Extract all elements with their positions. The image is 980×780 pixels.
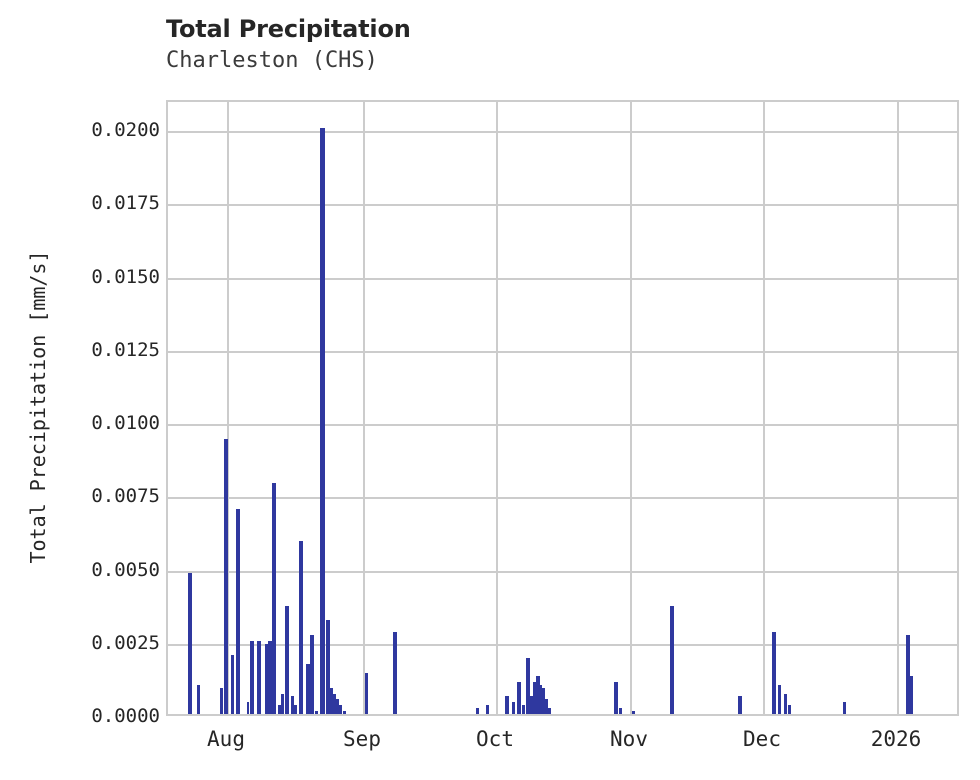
bar bbox=[548, 708, 551, 714]
bar bbox=[330, 687, 333, 714]
bar bbox=[285, 605, 289, 714]
bar-series bbox=[168, 102, 957, 714]
plot-area bbox=[166, 100, 959, 716]
gridline-horizontal bbox=[168, 131, 957, 133]
y-tick-label: 0.0175 bbox=[91, 192, 160, 215]
bar bbox=[393, 631, 397, 714]
y-tick-label: 0.0125 bbox=[91, 338, 160, 361]
bar bbox=[291, 696, 294, 714]
gridline-horizontal bbox=[168, 277, 957, 280]
bar bbox=[257, 640, 261, 714]
bar bbox=[906, 634, 910, 714]
bar bbox=[326, 620, 330, 714]
gridline-vertical bbox=[227, 102, 229, 714]
bar bbox=[778, 684, 781, 714]
gridline-vertical bbox=[363, 102, 365, 714]
bar bbox=[536, 675, 540, 714]
bar bbox=[294, 705, 297, 714]
bar bbox=[236, 508, 240, 714]
bar bbox=[784, 693, 787, 714]
bar bbox=[545, 699, 548, 714]
bar bbox=[247, 702, 249, 714]
bar bbox=[250, 640, 254, 714]
y-tick-label: 0.0000 bbox=[91, 705, 160, 727]
bar bbox=[231, 655, 234, 714]
y-tick-label: 0.0075 bbox=[91, 485, 160, 508]
bar bbox=[336, 699, 339, 714]
bar bbox=[220, 687, 223, 714]
bar bbox=[188, 573, 192, 714]
bar bbox=[614, 681, 618, 714]
x-tick-label: Dec bbox=[743, 727, 781, 751]
bar bbox=[632, 711, 635, 714]
bar bbox=[365, 672, 368, 714]
bar bbox=[310, 634, 314, 714]
x-tick-label: Aug bbox=[207, 727, 245, 751]
y-tick-label: 0.0050 bbox=[91, 558, 160, 581]
page-title: Total Precipitation bbox=[166, 15, 411, 43]
bar bbox=[788, 705, 791, 714]
gridline-vertical bbox=[630, 102, 632, 714]
gridline-vertical bbox=[496, 102, 498, 714]
bar bbox=[517, 681, 521, 714]
bar bbox=[339, 705, 342, 714]
gridline-horizontal bbox=[168, 424, 957, 426]
gridline-horizontal bbox=[168, 350, 957, 353]
x-tick-label: Oct bbox=[476, 727, 514, 751]
gridline-horizontal bbox=[168, 497, 957, 500]
y-tick-label: 0.0025 bbox=[91, 631, 160, 654]
bar bbox=[343, 711, 346, 714]
title-block: Total Precipitation Charleston (CHS) bbox=[166, 14, 866, 76]
bar bbox=[320, 128, 325, 714]
bar bbox=[539, 684, 542, 714]
x-tick-label: Nov bbox=[610, 727, 648, 751]
gridline-horizontal bbox=[168, 570, 957, 573]
bar bbox=[522, 705, 525, 714]
y-tick-label: 0.0100 bbox=[91, 412, 160, 434]
bar bbox=[843, 702, 846, 714]
y-tick-label: 0.0150 bbox=[91, 265, 160, 288]
gridline-vertical bbox=[897, 102, 899, 714]
bar bbox=[197, 684, 200, 714]
bar bbox=[272, 482, 276, 714]
bar bbox=[268, 640, 272, 714]
bar bbox=[619, 708, 622, 714]
bar bbox=[281, 693, 284, 714]
bar bbox=[505, 696, 509, 714]
bar bbox=[315, 711, 318, 714]
bar bbox=[910, 675, 913, 714]
gridline-horizontal bbox=[168, 643, 957, 646]
bar bbox=[670, 605, 674, 714]
bar bbox=[772, 631, 776, 714]
bar bbox=[486, 705, 489, 714]
bar bbox=[476, 708, 479, 714]
bar bbox=[265, 643, 268, 714]
bar bbox=[224, 438, 228, 714]
bar bbox=[278, 705, 281, 714]
x-axis-tick-labels: Aug Sep Oct Nov Dec 2026 bbox=[0, 726, 980, 766]
y-tick-label: 0.0200 bbox=[91, 119, 160, 141]
x-tick-label: 2026 bbox=[870, 727, 922, 751]
bar bbox=[333, 693, 336, 714]
bar bbox=[533, 681, 537, 714]
chart-subtitle: Charleston (CHS) bbox=[166, 48, 378, 73]
bar bbox=[530, 696, 533, 714]
bar bbox=[306, 664, 310, 714]
bar bbox=[526, 658, 530, 714]
bar bbox=[512, 702, 515, 714]
bar bbox=[542, 687, 545, 714]
y-axis-tick-labels: 0.0000 0.0025 0.0050 0.0075 0.0100 0.0125 0.01… bbox=[12, 0, 160, 780]
bar bbox=[299, 541, 303, 714]
gridline-horizontal bbox=[168, 204, 957, 207]
x-tick-label: Sep bbox=[343, 727, 381, 751]
gridline-vertical bbox=[763, 102, 765, 714]
bar bbox=[738, 696, 742, 714]
